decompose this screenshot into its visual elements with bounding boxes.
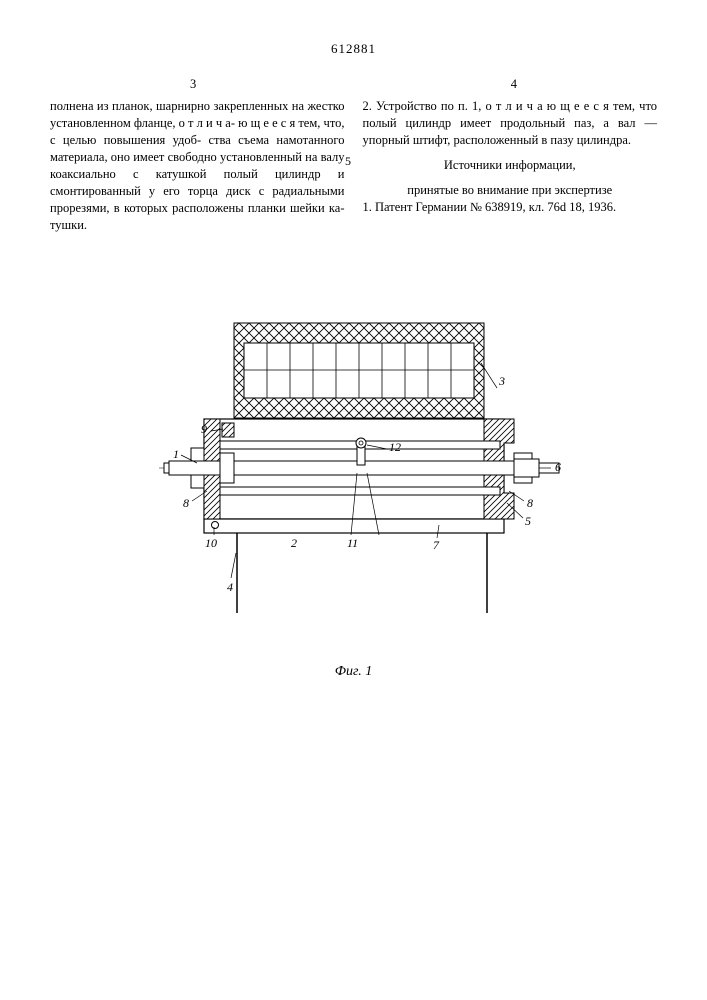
references-head-1: Источники информации, [363, 157, 658, 174]
fig-label-10: 10 [205, 536, 217, 550]
page-num-right: 4 [511, 76, 517, 93]
page-numbers: 3 4 [50, 76, 657, 93]
figure-svg: 1 3 4 5 6 7 8 8 9 10 2 11 12 [119, 313, 589, 623]
fig-label-5: 5 [525, 514, 531, 528]
fig-label-9: 9 [201, 422, 207, 436]
figure-caption: Фиг. 1 [50, 663, 657, 682]
fig-label-12: 12 [389, 440, 401, 454]
figure-1: 1 3 4 5 6 7 8 8 9 10 2 11 12 [50, 313, 657, 623]
fig-label-3: 3 [498, 374, 505, 388]
fig-label-8a: 8 [183, 496, 189, 510]
fig-label-1: 1 [173, 447, 179, 461]
document-number: 612881 [50, 40, 657, 58]
text-columns: полнена из планок, шарнирно закрепленных… [50, 98, 657, 233]
fig-label-6: 6 [555, 460, 561, 474]
right-column: 2. Устройство по п. 1, о т л и ч а ю щ е… [363, 98, 658, 233]
left-column: полнена из планок, шарнирно закрепленных… [50, 98, 345, 233]
reference-item: 1. Патент Германии № 638919, кл. 76d 18,… [363, 199, 658, 216]
gutter-line-number: 5 [345, 153, 351, 169]
right-para-1: 2. Устройство по п. 1, о т л и ч а ю щ е… [363, 98, 658, 149]
left-para: полнена из планок, шарнирно закрепленных… [50, 98, 345, 233]
fig-label-7: 7 [433, 538, 440, 552]
fig-label-2: 2 [291, 536, 297, 550]
fig-label-11: 11 [347, 536, 358, 550]
page-num-left: 3 [190, 76, 196, 93]
fig-label-8b: 8 [527, 496, 533, 510]
fig-label-4: 4 [227, 580, 233, 594]
references-head-2: принятые во внимание при экспертизе [363, 182, 658, 199]
